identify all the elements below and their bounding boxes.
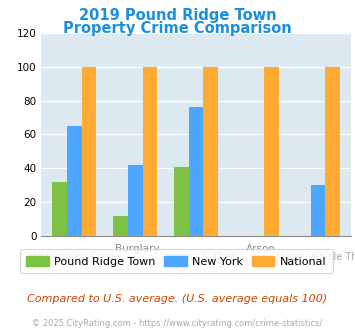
Bar: [82, 67, 96, 236]
Text: All Property Crime: All Property Crime: [31, 252, 119, 262]
Text: © 2025 CityRating.com - https://www.cityrating.com/crime-statistics/: © 2025 CityRating.com - https://www.city…: [32, 319, 323, 328]
Bar: [325, 67, 340, 236]
Text: Arson: Arson: [246, 244, 277, 253]
Legend: Pound Ridge Town, New York, National: Pound Ridge Town, New York, National: [20, 249, 333, 273]
Bar: [311, 185, 325, 236]
Text: 2019 Pound Ridge Town: 2019 Pound Ridge Town: [79, 8, 276, 23]
Bar: [189, 108, 203, 236]
Bar: [264, 67, 279, 236]
Text: Larceny & Theft: Larceny & Theft: [160, 252, 238, 262]
Bar: [174, 167, 189, 236]
Bar: [128, 165, 143, 236]
Text: Compared to U.S. average. (U.S. average equals 100): Compared to U.S. average. (U.S. average …: [27, 294, 328, 304]
Bar: [53, 182, 67, 236]
Bar: [113, 216, 128, 236]
Text: Burglary: Burglary: [115, 244, 159, 253]
Bar: [67, 126, 82, 236]
Bar: [143, 67, 157, 236]
Text: Motor Vehicle Theft: Motor Vehicle Theft: [276, 252, 355, 262]
Bar: [203, 67, 218, 236]
Text: Property Crime Comparison: Property Crime Comparison: [63, 21, 292, 36]
